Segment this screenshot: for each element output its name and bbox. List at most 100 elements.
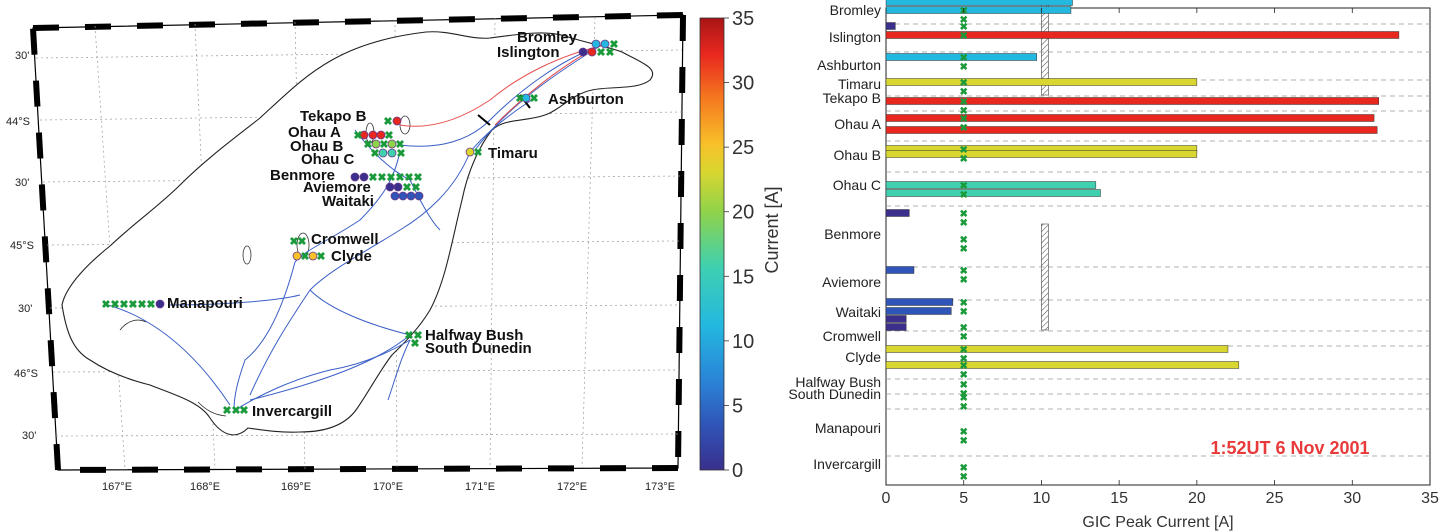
threshold-cross: ✖ (960, 62, 968, 73)
bar (885, 189, 1101, 197)
x-tick-label: 30 (1343, 490, 1361, 507)
threshold-cross: ✖ (960, 78, 968, 89)
threshold-cross: ✖ (960, 275, 968, 286)
row-label: Ohau A (834, 116, 881, 132)
threshold-cross: ✖ (960, 22, 968, 33)
row-label: Clyde (845, 349, 881, 365)
threshold-cross: ✖ (960, 393, 968, 404)
row-label: Cromwell (823, 328, 881, 344)
map-label-timaru: Timaru (488, 145, 538, 162)
svg-text:✖: ✖ (289, 236, 298, 248)
threshold-cross: ✖ (960, 380, 968, 391)
threshold-cross: ✖ (960, 31, 968, 42)
svg-text:✖: ✖ (353, 130, 362, 142)
site-markers (155, 39, 610, 309)
svg-text:✖: ✖ (386, 172, 395, 184)
colorbar-label: Current [A] (762, 186, 782, 273)
map-label-south-dunedin: South Dunedin (425, 340, 532, 357)
svg-text:✖: ✖ (383, 116, 392, 128)
bar-chart: Current [A] ✖✖✖✖✖✖✖✖✖✖✖✖✖✖✖✖✖✖✖✖✖✖✖✖✖✖✖✖… (762, 0, 1439, 531)
svg-text:✖: ✖ (515, 93, 524, 105)
svg-text:✖: ✖ (395, 139, 404, 151)
bar (885, 266, 915, 274)
lon-label-171: 171°E (465, 481, 495, 493)
lon-label-169: 169°E (281, 481, 311, 493)
threshold-cross: ✖ (960, 436, 968, 447)
lat-label-30-3: 30' (18, 303, 32, 315)
svg-text:✖: ✖ (110, 299, 119, 311)
row-label: Aviemore (822, 274, 881, 290)
svg-text:✖: ✖ (384, 130, 393, 142)
map-panel: ✖ ✖✖ ✖ ✖ ✖ ✖ ✖ ✖ ✖ ✖ ✖ ✖ ✖ ✖ ✖ ✖ ✖ ✖ ✖ ✖ ✖ ✖✖ ✖ ✖ ✖ ✖ ✖… (6, 12, 686, 493)
svg-text:✖: ✖ (473, 147, 482, 159)
threshold-cross: ✖ (960, 145, 968, 156)
bar (885, 323, 907, 331)
lon-label-170: 170°E (373, 481, 403, 493)
map-label-invercargill: Invercargill (252, 403, 332, 420)
bar (885, 298, 954, 306)
lat-label-30-2: 30' (15, 177, 29, 189)
lon-label-168: 168°E (190, 481, 220, 493)
svg-text:✖: ✖ (370, 148, 379, 160)
svg-text:✖: ✖ (222, 405, 231, 417)
row-label: Ohau B (834, 147, 881, 163)
svg-text:✖: ✖ (413, 172, 422, 184)
site-labels: Bromley Islington Ashburton Tekapo B Oha… (167, 29, 624, 420)
svg-text:✖: ✖ (529, 93, 538, 105)
svg-text:✖: ✖ (300, 251, 309, 263)
threshold-cross: ✖ (960, 190, 968, 201)
colorbar-tick-label: 20 (732, 202, 754, 224)
colorbar-tick-label: 5 (732, 395, 743, 417)
threshold-cross: ✖ (960, 235, 968, 246)
threshold-cross: ✖ (960, 463, 968, 474)
svg-text:✖: ✖ (609, 39, 618, 51)
x-tick-label: 15 (1110, 490, 1128, 507)
lat-label-45s: 45°S (10, 240, 34, 252)
threshold-cross: ✖ (960, 266, 968, 277)
threshold-cross: ✖ (960, 389, 968, 400)
x-tick-label: 25 (1266, 490, 1284, 507)
map-label-manapouri: Manapouri (167, 295, 243, 312)
svg-text:✖: ✖ (404, 172, 413, 184)
bar (885, 126, 1378, 134)
map-label-cromwell: Cromwell (311, 231, 379, 248)
row-label: Bromley (830, 2, 881, 18)
svg-text:✖: ✖ (101, 299, 110, 311)
threshold-cross: ✖ (960, 402, 968, 413)
row-label: Ashburton (817, 57, 881, 73)
map-label-islington: Islington (497, 44, 560, 61)
threshold-cross: ✖ (960, 181, 968, 192)
row-label: Islington (829, 29, 881, 45)
bar (885, 0, 1073, 6)
lat-label-44s: 44°S (6, 116, 30, 128)
svg-text:✖: ✖ (379, 139, 388, 151)
map-label-clyde: Clyde (331, 248, 372, 265)
timestamp-annotation: 1:52UT 6 Nov 2001 (1210, 438, 1369, 458)
colorbar-tick-label: 0 (732, 460, 743, 482)
row-label: South Dunedin (788, 386, 881, 402)
threshold-cross: ✖ (960, 53, 968, 64)
bar (885, 78, 1198, 86)
x-tick-label: 20 (1188, 490, 1206, 507)
svg-text:✖: ✖ (413, 330, 422, 342)
threshold-cross: ✖ (960, 106, 968, 117)
colorbar-tick-label: 30 (732, 73, 754, 95)
colorbar-tick-label: 15 (732, 266, 754, 288)
lat-label-30-4: 30' (22, 430, 36, 442)
plot-frame (885, 7, 1431, 486)
lon-label-172: 172°E (557, 481, 587, 493)
map-label-tekapo-b: Tekapo B (300, 108, 367, 125)
bar (885, 53, 1038, 61)
lat-labels: 30' 44°S 30' 45°S 30' 46°S 30' (6, 50, 38, 442)
svg-text:✖: ✖ (395, 172, 404, 184)
row-label: Invercargill (813, 456, 881, 472)
threshold-cross: ✖ (960, 244, 968, 255)
coastline (61, 31, 653, 436)
svg-text:✖: ✖ (410, 338, 419, 350)
threshold-cross: ✖ (960, 427, 968, 438)
map-label-ohau-c: Ohau C (301, 151, 355, 168)
x-tick-label: 10 (1033, 490, 1051, 507)
svg-text:✖: ✖ (404, 330, 413, 342)
threshold-cross: ✖ (960, 87, 968, 98)
